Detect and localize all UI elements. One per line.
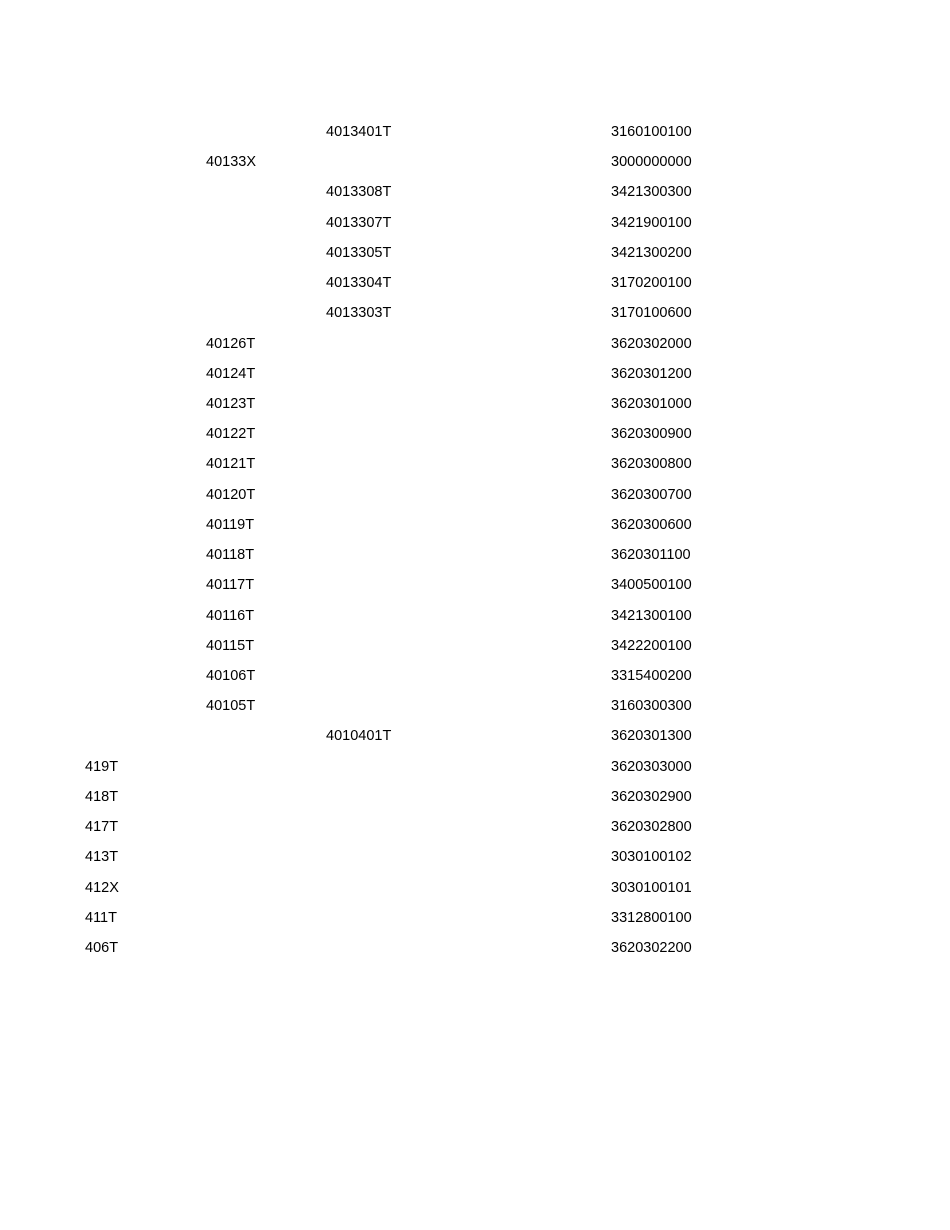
row-code: 4013304T [326,275,392,292]
row-code: 418T [85,788,119,805]
table-row: 40115T 3422200100 [0,637,950,655]
row-value: 3421300200 [611,244,692,261]
row-value: 3620302000 [611,335,692,352]
row-value: 3620300700 [611,486,692,503]
row-value: 3620301200 [611,365,692,382]
row-value: 3421300300 [611,184,692,201]
row-code: 40117T [206,577,255,594]
row-value: 3030100102 [611,849,692,866]
row-value: 3620301100 [611,547,691,564]
row-value: 3315400200 [611,667,692,684]
row-code: 4013401T [326,124,392,140]
table-row: 40105T 3160300300 [0,697,950,715]
row-code: 4013303T [326,305,392,322]
row-code: 40123T [206,395,256,412]
row-code: 40121T [206,456,256,473]
row-value: 3620302800 [611,819,692,836]
table-row: 4013304T 3170200100 [0,274,950,292]
row-code: 4013308T [326,184,392,201]
table-row: 40123T 3620301000 [0,395,950,413]
row-code: 417T [85,819,119,836]
row-value: 3422200100 [611,637,692,654]
row-code: 40116T [206,607,255,624]
row-code: 40133X [206,154,256,171]
table-row: 4013305T 3421300200 [0,244,950,262]
row-code: 40115T [206,637,255,654]
row-value: 3421300100 [611,607,692,624]
table-row: 418T 3620302900 [0,788,950,806]
table-row: 413T 3030100102 [0,848,950,866]
row-value: 3000000000 [611,154,692,171]
row-code: 40118T [206,547,255,564]
row-value: 3620300800 [611,456,692,473]
row-code: 419T [85,758,119,775]
row-value: 3170100600 [611,305,692,322]
table-row: 40119T 3620300600 [0,516,950,534]
table-row: 40106T 3315400200 [0,667,950,685]
table-row: 4013308T 3421300300 [0,183,950,201]
table-row: 406T 3620302200 [0,939,950,957]
row-code: 40119T [206,516,255,533]
table-row: 40120T 3620300700 [0,486,950,504]
row-value: 3620302200 [611,939,692,956]
row-value: 3620301300 [611,728,692,745]
row-code: 40106T [206,667,256,684]
table-row: 40116T 3421300100 [0,607,950,625]
table-row: 40126T 3620302000 [0,335,950,353]
row-code: 40105T [206,698,256,715]
row-code: 40120T [206,486,256,503]
row-code: 411T [85,909,117,926]
table-row: 40121T 3620300800 [0,455,950,473]
table-row: 40124T 3620301200 [0,365,950,383]
row-value: 3620300900 [611,426,692,443]
table-row: 417T 3620302800 [0,818,950,836]
row-value: 3030100101 [611,879,692,896]
row-value: 3620303000 [611,758,692,775]
row-value: 3400500100 [611,577,692,594]
row-code: 406T [85,939,119,956]
row-value: 3160300300 [611,698,692,715]
table-row: 40133X 3000000000 [0,153,950,171]
row-code: 4013307T [326,214,392,231]
table-row: 411T 3312800100 [0,909,950,927]
row-value: 3160100100 [611,124,692,140]
row-code: 40124T [206,365,256,382]
row-code: 40122T [206,426,256,443]
row-code: 4013305T [326,244,392,261]
row-code: 412X [85,879,119,896]
row-code: 40126T [206,335,256,352]
table-row: 4013307T 3421900100 [0,214,950,232]
table-row: 4010401T 3620301300 [0,727,950,745]
row-value: 3170200100 [611,275,692,292]
row-value: 3421900100 [611,214,692,231]
row-code: 413T [85,849,119,866]
table-row: 40122T 3620300900 [0,425,950,443]
table-row: 4013401T 3160100100 [0,123,950,141]
table-row: 40118T 3620301100 [0,546,950,564]
row-value: 3620302900 [611,788,692,805]
row-value: 3620300600 [611,516,692,533]
row-value: 3620301000 [611,395,692,412]
table-row: 419T 3620303000 [0,758,950,776]
table-row: 4013303T 3170100600 [0,304,950,322]
row-value: 3312800100 [611,909,692,926]
table-row: 412X 3030100101 [0,879,950,897]
table-row: 40117T 3400500100 [0,576,950,594]
row-code: 4010401T [326,728,392,745]
